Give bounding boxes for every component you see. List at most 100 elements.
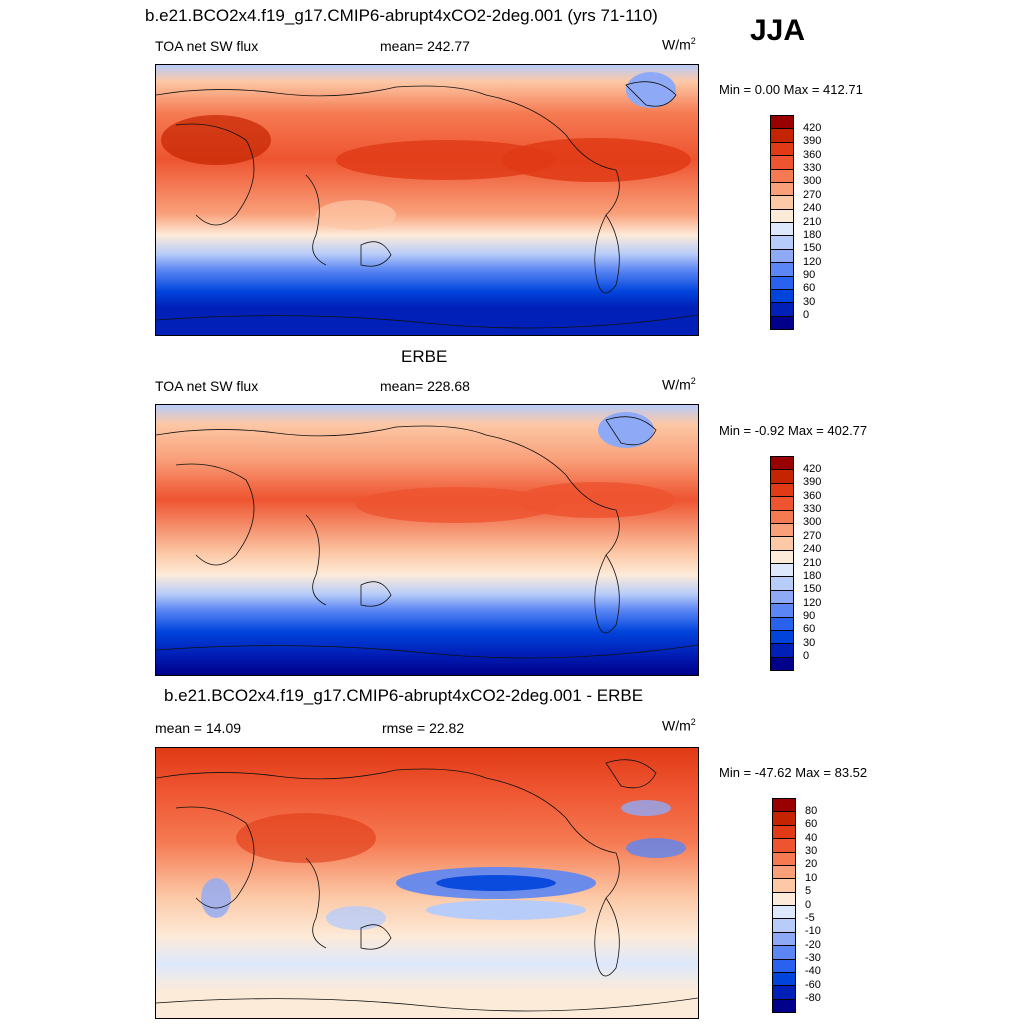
panel1-colorbar-swatch: [770, 141, 794, 157]
panel3-colorbar-tick-label: 60: [805, 818, 818, 831]
panel3-colorbar-tick-label: 0: [805, 898, 812, 911]
panel1-colorbar-swatch: [770, 181, 794, 197]
panel2-colorbar-tick-label: 300: [803, 516, 822, 529]
panel2-title: ERBE: [401, 347, 448, 366]
panel2-colorbar-tick-label: 180: [803, 569, 822, 582]
panel3-colorbar-tick-label: -5: [805, 911, 815, 924]
panel2-colorbar-swatch: [770, 629, 794, 645]
panel3-colorbar-swatch: [772, 931, 796, 947]
panel1-colorbar-tick-label: 420: [803, 121, 822, 134]
panel1-colorbar-tick-label: 90: [803, 269, 816, 281]
panel3-colorbar-tick-label: 30: [805, 845, 818, 857]
panel3-colorbar-swatch: [772, 971, 796, 987]
panel3-colorbar-swatch: [772, 985, 796, 1000]
panel2-colorbar-swatch: [770, 469, 794, 484]
panel3-colorbar-swatch: [772, 851, 796, 866]
panel3-colorbar-swatch: [772, 998, 796, 1013]
panel1-title: b.e21.BCO2x4.f19_g17.CMIP6-abrupt4xCO2-2…: [145, 6, 658, 25]
panel2-colorbar-tick-label: 90: [803, 610, 816, 622]
panel3-colorbar-tick-label: 20: [805, 858, 818, 871]
panel2-colorbar-swatch: [770, 509, 794, 524]
season-label: JJA: [750, 14, 806, 47]
panel1-colorbar-tick-label: 150: [803, 242, 822, 255]
panel2-colorbar-swatch: [770, 589, 794, 605]
panel1-colorbar-swatch: [770, 115, 794, 130]
panel3-colorbar-swatch: [772, 864, 796, 880]
panel2-left-label: TOA net SW flux: [155, 378, 259, 394]
panel2-coastlines: [156, 416, 698, 659]
panel3-coastlines: [156, 759, 698, 1012]
panel2-colorbar: 420 390 360 330 300 270 240 210 180 150 120 90 60 30 0: [770, 456, 850, 671]
panel3-colorbar: 80 60 40 30 20 10 5 0 -5 -10 -20 -30 -40 -60 -80: [772, 798, 852, 1013]
panel2-colorbar-tick-label: 330: [803, 503, 822, 515]
panel1-colorbar-tick-label: 240: [803, 202, 822, 215]
panel2-colorbar-tick-label: 60: [803, 623, 816, 636]
panel2-colorbar-swatch: [770, 522, 794, 538]
panel3-colorbar-swatch: [772, 945, 796, 960]
panel1-colorbar-tick-label: 60: [803, 282, 816, 295]
panel2-colorbar-swatch: [770, 496, 794, 511]
panel2-colorbar-swatch: [770, 536, 794, 551]
panel1-colorbar-swatch: [770, 275, 794, 290]
panel3-colorbar-swatch: [772, 918, 796, 933]
panel3-rmse-label: rmse = 22.82: [382, 720, 465, 736]
panel2-colorbar-swatch: [770, 549, 794, 564]
panel1-colorbar-swatch: [770, 302, 794, 317]
panel2-colorbar-swatch: [770, 563, 794, 578]
panel3-colorbar-tick-label: 40: [805, 831, 818, 844]
panel1-colorbar-tick-label: 180: [803, 228, 822, 241]
panel3-colorbar-tick-label: -40: [805, 965, 821, 978]
panel3-map-svg: [156, 748, 698, 1018]
panel3-colorbar-swatch: [772, 811, 796, 826]
panel3-colorbar-swatch: [772, 905, 796, 920]
panel3-map: [155, 747, 699, 1019]
panel1-colorbar-tick-label: 0: [803, 309, 810, 322]
panel3-colorbar-tick-label: 80: [805, 804, 818, 817]
panel1-colorbar-tick-label: 300: [803, 175, 822, 188]
panel1-colorbar-swatch: [770, 288, 794, 304]
panel1-colorbar-swatch: [770, 222, 794, 237]
panel1-colorbar-swatch: [770, 262, 794, 277]
panel1-colorbar: 420 390 360 330 300 270 240 210 180 150 120 90 60 30 0: [770, 115, 850, 330]
panel3-colorbar-tick-label: -10: [805, 925, 821, 938]
panel1-colorbar-swatch: [770, 235, 794, 250]
panel2-colorbar-swatch: [770, 656, 794, 671]
panel2-colorbar-tick-label: 210: [803, 556, 822, 569]
panel3-colorbar-tick-label: 5: [805, 885, 812, 898]
panel1-colorbar-tick-label: 330: [803, 162, 822, 174]
panel2-colorbar-tick-label: 390: [803, 476, 822, 489]
panel1-coastlines: [156, 81, 698, 329]
panel3-mean-label: mean = 14.09: [155, 720, 242, 736]
panel3-colorbar-swatch: [772, 891, 796, 906]
panel3-title: b.e21.BCO2x4.f19_g17.CMIP6-abrupt4xCO2-2…: [164, 686, 644, 705]
panel2-colorbar-tick-label: 120: [803, 596, 822, 609]
panel1-colorbar-swatch: [770, 195, 794, 210]
panel1-colorbar-swatch: [770, 168, 794, 183]
panel1-colorbar-swatch: [770, 128, 794, 143]
panel2-min-max: Min = -0.92 Max = 402.77: [719, 423, 868, 438]
panel3-colorbar-swatch: [772, 958, 796, 973]
panel2-colorbar-swatch: [770, 456, 794, 471]
panel1-units: W/m2: [662, 36, 696, 53]
panel2-mean-label: mean= 228.68: [380, 378, 470, 394]
panel2-colorbar-swatch: [770, 616, 794, 631]
panel1-colorbar-tick-label: 390: [803, 135, 822, 148]
panel2-colorbar-tick-label: 150: [803, 583, 822, 596]
panel3-colorbar-swatch: [772, 824, 796, 840]
panel3-colorbar-tick-label: -80: [805, 992, 821, 1005]
panel2-colorbar-tick-label: 420: [803, 462, 822, 475]
panel1-map: [155, 64, 699, 336]
panel1-colorbar-swatch: [770, 248, 794, 264]
panel2-colorbar-swatch: [770, 603, 794, 618]
panel2-colorbar-swatch: [770, 482, 794, 498]
panel2-map: [155, 404, 699, 676]
panel2-colorbar-tick-label: 30: [803, 636, 816, 649]
panel3-colorbar-tick-label: -30: [805, 952, 821, 964]
panel3-colorbar-swatch: [772, 878, 796, 893]
panel3-min-max: Min = -47.62 Max = 83.52: [719, 765, 868, 780]
panel3-colorbar-swatch: [772, 838, 796, 853]
panel1-map-svg: [156, 65, 698, 335]
panel1-min-max: Min = 0.00 Max = 412.71: [719, 82, 863, 97]
panel3-colorbar-swatch: [772, 798, 796, 813]
panel2-colorbar-swatch: [770, 576, 794, 591]
